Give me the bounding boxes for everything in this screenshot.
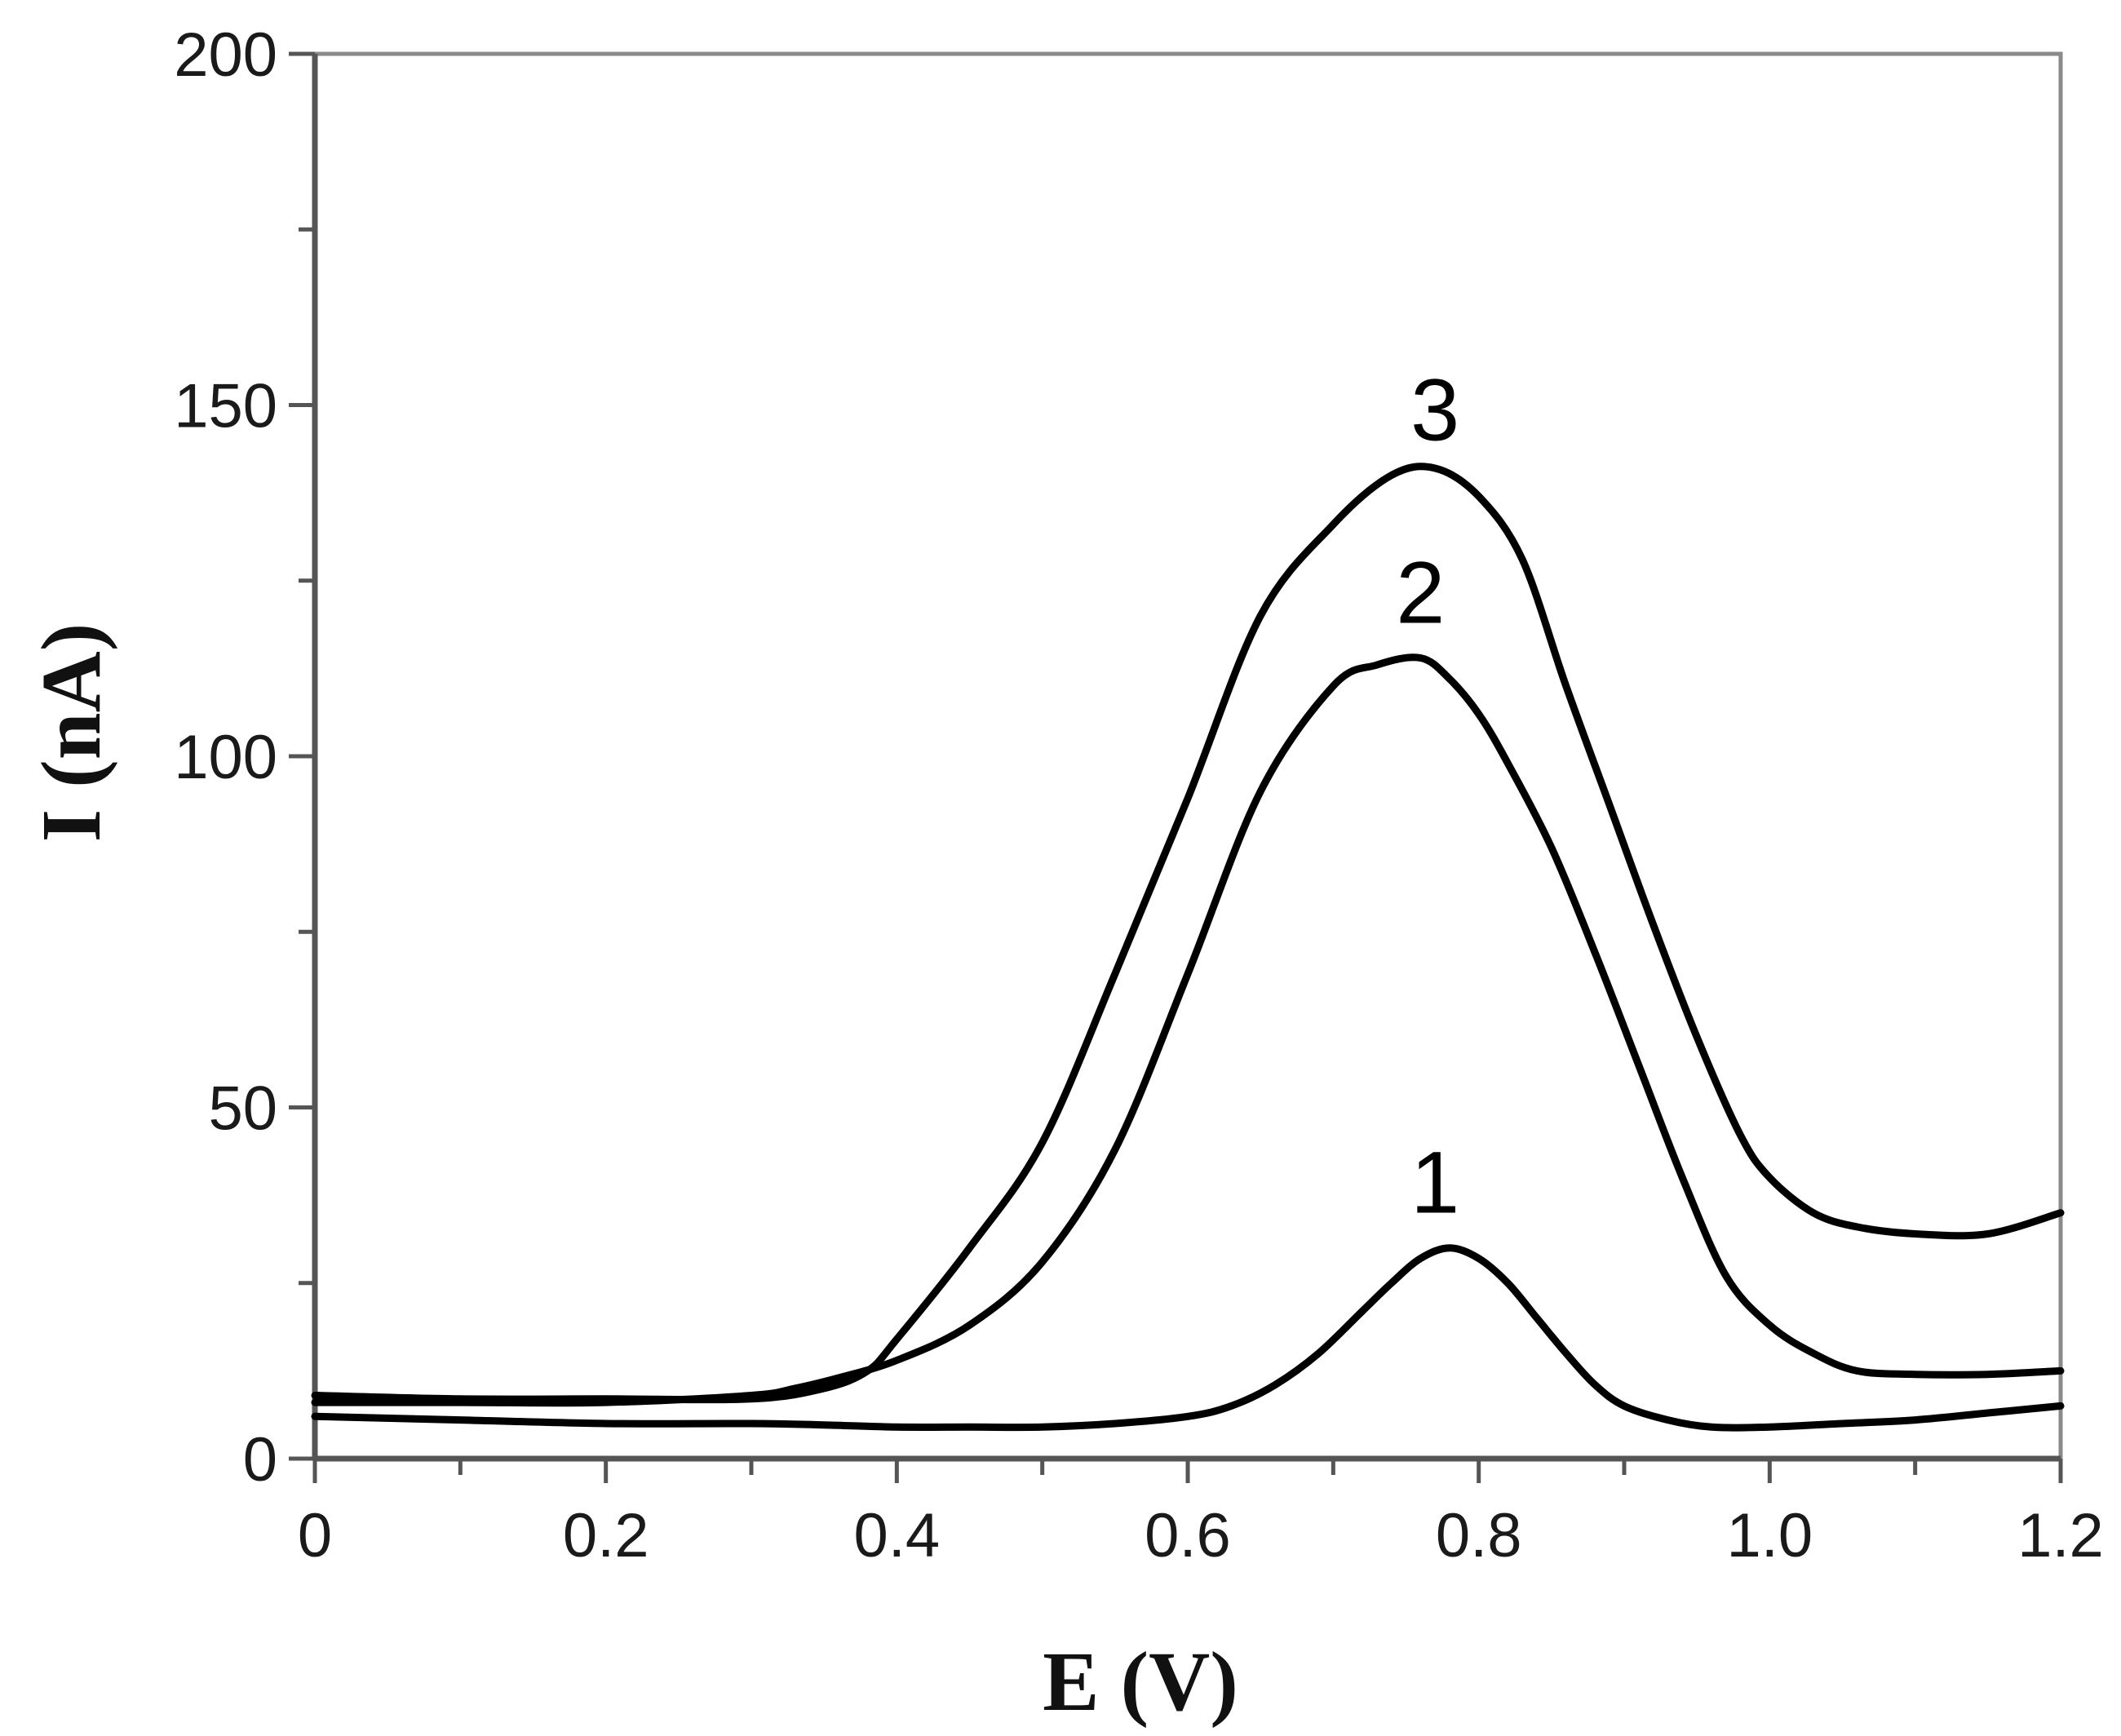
x-axis-ticks: 0 0.2 0.4 0.6 0.8 1.0 1.2 <box>298 1459 2104 1570</box>
x-tick-label: 0.6 <box>1145 1501 1231 1570</box>
x-tick-label: 1.2 <box>2017 1501 2104 1570</box>
y-tick-label: 100 <box>174 723 277 792</box>
y-axis-ticks: 0 50 100 150 200 <box>174 20 315 1495</box>
y-axis-title: I (nA) <box>24 623 118 843</box>
curve-label-layer: 1 2 3 <box>1396 361 1459 1232</box>
x-tick-label: 0 <box>298 1501 332 1570</box>
x-tick-label: 0.2 <box>563 1501 649 1570</box>
x-tick-label: 0.8 <box>1436 1501 1522 1570</box>
plot-frame <box>312 51 2063 1462</box>
y-tick-label: 50 <box>208 1074 277 1144</box>
series-3-label: 3 <box>1410 361 1459 459</box>
plot-border <box>312 51 2063 1461</box>
series-layer <box>311 463 2065 1432</box>
series-2-line <box>311 653 2065 1407</box>
y-tick-label: 200 <box>174 20 277 90</box>
y-tick-label: 150 <box>174 372 277 441</box>
series-1-label: 1 <box>1410 1133 1459 1232</box>
x-tick-label: 1.0 <box>1727 1501 1813 1570</box>
series-3-line <box>311 463 2065 1404</box>
x-tick-label: 0.4 <box>854 1501 941 1570</box>
x-axis-title: E (V) <box>1043 1635 1238 1729</box>
series-2-label: 2 <box>1396 542 1445 641</box>
y-tick-label: 0 <box>243 1425 277 1495</box>
series-1-line <box>311 1244 2065 1432</box>
